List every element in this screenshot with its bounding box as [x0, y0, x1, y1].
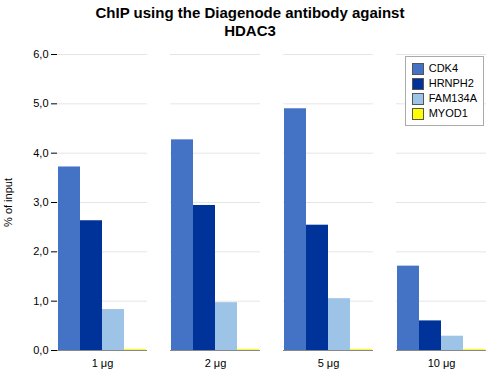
html-text:HRNPH2: HRNPH2 — [428, 77, 474, 89]
svg-text:4,0: 4,0 — [33, 147, 48, 159]
html-text:MYOD1: MYOD1 — [428, 107, 468, 119]
svg-text:6,0: 6,0 — [33, 48, 48, 60]
svg-text:2 μg: 2 μg — [205, 357, 227, 369]
svg-text:5,0: 5,0 — [33, 97, 48, 109]
svg-text:5 μg: 5 μg — [318, 357, 340, 369]
svg-text:1,0: 1,0 — [33, 295, 48, 307]
html-text:ChIP using the Diagenode antib: ChIP using the Diagenode antibody agains… — [95, 4, 405, 39]
svg-text:% of input: % of input — [2, 178, 14, 227]
svg-text:0,0: 0,0 — [33, 344, 48, 356]
svg-text:10 μg: 10 μg — [428, 357, 456, 369]
svg-text:3,0: 3,0 — [33, 196, 48, 208]
html-text:FAM134A: FAM134A — [428, 92, 477, 104]
svg-text:2,0: 2,0 — [33, 245, 48, 257]
html-text:CDK4: CDK4 — [428, 62, 458, 74]
svg-text:1 μg: 1 μg — [92, 357, 114, 369]
